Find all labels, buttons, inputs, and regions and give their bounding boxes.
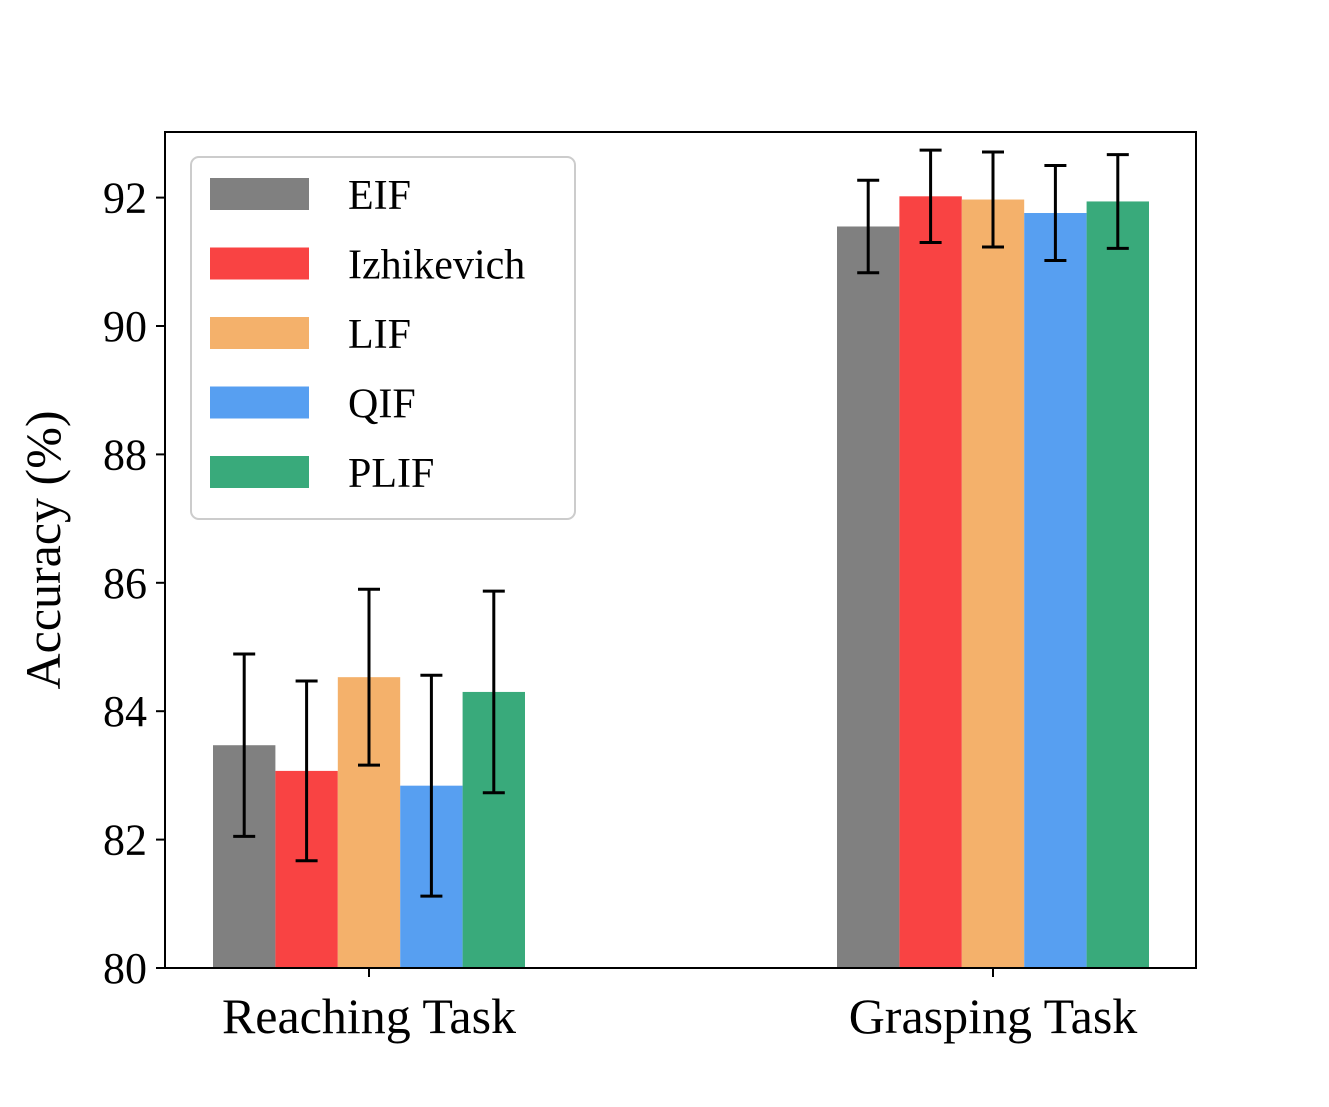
y-axis-title: Accuracy (%) <box>15 411 71 690</box>
y-tick-88: 88 <box>103 430 165 479</box>
bars-layer <box>213 196 1149 969</box>
legend-label: QIF <box>348 382 416 428</box>
y-tick-92: 92 <box>103 174 165 223</box>
x-axis-ticks: Reaching Task Grasping Task <box>222 968 1137 1044</box>
y-tick-label: 82 <box>103 816 147 865</box>
legend-swatch <box>210 317 309 349</box>
y-tick-84: 84 <box>103 687 165 736</box>
bar-izhikevich-grasping <box>899 196 962 969</box>
legend-items: EIF Izhikevich LIF QIF PLIF <box>210 173 525 497</box>
error-bar-izhikevich-reaching <box>295 679 318 863</box>
error-bars-layer <box>233 148 1129 898</box>
legend-label: LIF <box>348 312 411 358</box>
y-tick-label: 88 <box>103 430 147 479</box>
legend-item-plif: PLIF <box>210 451 434 497</box>
y-tick-label: 84 <box>103 687 147 736</box>
error-bar-plif-grasping <box>1106 153 1129 250</box>
legend-label: EIF <box>348 173 411 219</box>
bar-eif-grasping <box>837 226 900 969</box>
y-tick-86: 86 <box>103 559 165 608</box>
legend-label: Izhikevich <box>348 243 525 289</box>
error-bar-qif-grasping <box>1044 164 1067 263</box>
bar-plif-grasping <box>1086 201 1149 968</box>
x-tick-grasping: Grasping Task <box>849 968 1138 1044</box>
legend-swatch <box>210 386 309 419</box>
x-tick-reaching: Reaching Task <box>222 968 516 1044</box>
y-tick-label: 80 <box>103 944 147 993</box>
error-bar-eif-grasping <box>857 178 880 275</box>
legend-item-izhikevich: Izhikevich <box>210 243 525 289</box>
y-tick-label: 92 <box>103 174 147 223</box>
legend-swatch <box>210 456 309 488</box>
legend: EIF Izhikevich LIF QIF PLIF <box>190 156 576 520</box>
x-tick-label: Grasping Task <box>849 988 1138 1044</box>
legend-item-qif: QIF <box>210 382 416 428</box>
bar-lif-grasping <box>961 199 1025 968</box>
legend-item-eif: EIF <box>210 173 411 219</box>
y-tick-82: 82 <box>103 816 165 865</box>
plot-frame <box>164 131 1197 969</box>
error-bar-qif-reaching <box>420 673 443 898</box>
legend-label: PLIF <box>348 451 434 497</box>
y-tick-label: 90 <box>103 302 147 351</box>
y-tick-label: 86 <box>103 559 147 608</box>
legend-swatch <box>210 247 309 280</box>
legend-swatch <box>210 178 309 210</box>
x-tick-label: Reaching Task <box>222 988 516 1044</box>
bar-qif-grasping <box>1024 213 1087 968</box>
error-bar-lif-grasping <box>982 150 1004 249</box>
legend-item-lif: LIF <box>210 312 411 358</box>
y-tick-80: 80 <box>103 944 165 993</box>
error-bar-eif-reaching <box>233 652 256 838</box>
error-bar-lif-reaching <box>358 587 380 767</box>
error-bar-plif-reaching <box>482 589 505 795</box>
error-bar-izhikevich-grasping <box>919 148 942 245</box>
y-axis-ticks: 80 82 84 86 88 90 92 <box>103 174 165 993</box>
y-tick-90: 90 <box>103 302 165 351</box>
